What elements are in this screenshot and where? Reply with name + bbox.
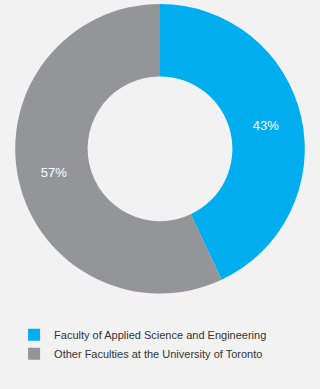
svg-text:43%: 43% — [253, 118, 279, 133]
svg-text:Faculty of Applied Science and: Faculty of Applied Science and Engineeri… — [54, 329, 266, 341]
svg-text:57%: 57% — [41, 165, 67, 180]
svg-text:Other Faculties at the Univers: Other Faculties at the University of Tor… — [54, 348, 262, 360]
